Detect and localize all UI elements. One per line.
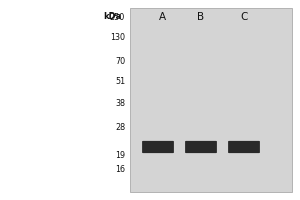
FancyBboxPatch shape [142,141,174,153]
Text: 16: 16 [115,166,125,174]
Text: 28: 28 [115,123,125,132]
Text: 250: 250 [110,14,125,22]
Text: A: A [158,12,166,22]
Text: B: B [197,12,205,22]
Text: kDa: kDa [104,12,122,21]
Bar [130,8,292,192]
FancyBboxPatch shape [228,141,260,153]
Text: C: C [240,12,248,22]
Text: 70: 70 [115,58,125,66]
Text: 38: 38 [115,98,125,108]
FancyBboxPatch shape [185,141,217,153]
Text: 19: 19 [115,150,125,160]
Text: 130: 130 [110,33,125,43]
Text: 51: 51 [115,77,125,86]
